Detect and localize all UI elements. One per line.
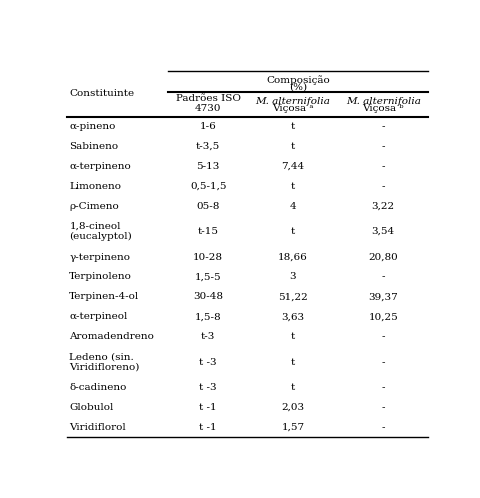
Text: α-terpineol: α-terpineol [69, 312, 128, 321]
Text: 3,54: 3,54 [372, 227, 395, 236]
Text: α-pineno: α-pineno [69, 122, 116, 131]
Text: Composição: Composição [266, 75, 330, 85]
Text: 39,37: 39,37 [368, 292, 398, 301]
Text: 4: 4 [289, 202, 296, 211]
Text: Limoneno: Limoneno [69, 182, 121, 191]
Text: 3,22: 3,22 [372, 202, 395, 211]
Text: t: t [291, 122, 295, 131]
Text: Viridiflorol: Viridiflorol [69, 423, 126, 432]
Text: 3,63: 3,63 [281, 312, 304, 321]
Text: ρ-Cimeno: ρ-Cimeno [69, 202, 119, 211]
Text: 51,22: 51,22 [278, 292, 308, 301]
Text: M. alternifolia: M. alternifolia [346, 97, 420, 106]
Text: t -1: t -1 [199, 403, 217, 412]
Text: -: - [382, 142, 385, 151]
Text: 05-8: 05-8 [196, 202, 220, 211]
Text: Padrões ISO
4730: Padrões ISO 4730 [176, 94, 240, 113]
Text: 1-6: 1-6 [200, 122, 216, 131]
Text: Sabineno: Sabineno [69, 142, 119, 151]
Text: t-3,5: t-3,5 [196, 142, 220, 151]
Text: α-terpineno: α-terpineno [69, 162, 131, 171]
Text: 3: 3 [289, 272, 296, 281]
Text: Viçosa ᵇ: Viçosa ᵇ [362, 104, 404, 113]
Text: 18,66: 18,66 [278, 252, 308, 261]
Text: t: t [291, 142, 295, 151]
Text: Constituinte: Constituinte [69, 89, 134, 99]
Text: M. alternifolia: M. alternifolia [255, 97, 330, 106]
Text: t -3: t -3 [199, 383, 217, 392]
Text: t-3: t-3 [201, 332, 216, 341]
Text: 10-28: 10-28 [193, 252, 223, 261]
Text: Aromadendreno: Aromadendreno [69, 332, 154, 341]
Text: -: - [382, 182, 385, 191]
Text: Terpinoleno: Terpinoleno [69, 272, 132, 281]
Text: t -1: t -1 [199, 423, 217, 432]
Text: 5-13: 5-13 [196, 162, 220, 171]
Text: t: t [291, 383, 295, 392]
Text: t: t [291, 332, 295, 341]
Text: t-15: t-15 [198, 227, 219, 236]
Text: t: t [291, 227, 295, 236]
Text: -: - [382, 423, 385, 432]
Text: δ-cadineno: δ-cadineno [69, 383, 127, 392]
Text: t -3: t -3 [199, 358, 217, 367]
Text: 1,57: 1,57 [281, 423, 304, 432]
Text: γ-terpineno: γ-terpineno [69, 252, 130, 261]
Text: t: t [291, 182, 295, 191]
Text: 30-48: 30-48 [193, 292, 223, 301]
Text: Ledeno (sin.
Viridifloreno): Ledeno (sin. Viridifloreno) [69, 353, 140, 372]
Text: 1,5-8: 1,5-8 [195, 312, 221, 321]
Text: 7,44: 7,44 [281, 162, 304, 171]
Text: 1,8-cineol
(eucalyptol): 1,8-cineol (eucalyptol) [69, 222, 132, 242]
Text: t: t [291, 358, 295, 367]
Text: -: - [382, 383, 385, 392]
Text: 0,5-1,5: 0,5-1,5 [190, 182, 227, 191]
Text: -: - [382, 272, 385, 281]
Text: Globulol: Globulol [69, 403, 114, 412]
Text: -: - [382, 332, 385, 341]
Text: (%): (%) [289, 83, 308, 92]
Text: -: - [382, 162, 385, 171]
Text: 1,5-5: 1,5-5 [195, 272, 221, 281]
Text: -: - [382, 358, 385, 367]
Text: 10,25: 10,25 [368, 312, 398, 321]
Text: Terpinen-4-ol: Terpinen-4-ol [69, 292, 140, 301]
Text: Viçosa ᵃ: Viçosa ᵃ [272, 104, 314, 113]
Text: -: - [382, 122, 385, 131]
Text: 20,80: 20,80 [368, 252, 398, 261]
Text: 2,03: 2,03 [281, 403, 304, 412]
Text: -: - [382, 403, 385, 412]
